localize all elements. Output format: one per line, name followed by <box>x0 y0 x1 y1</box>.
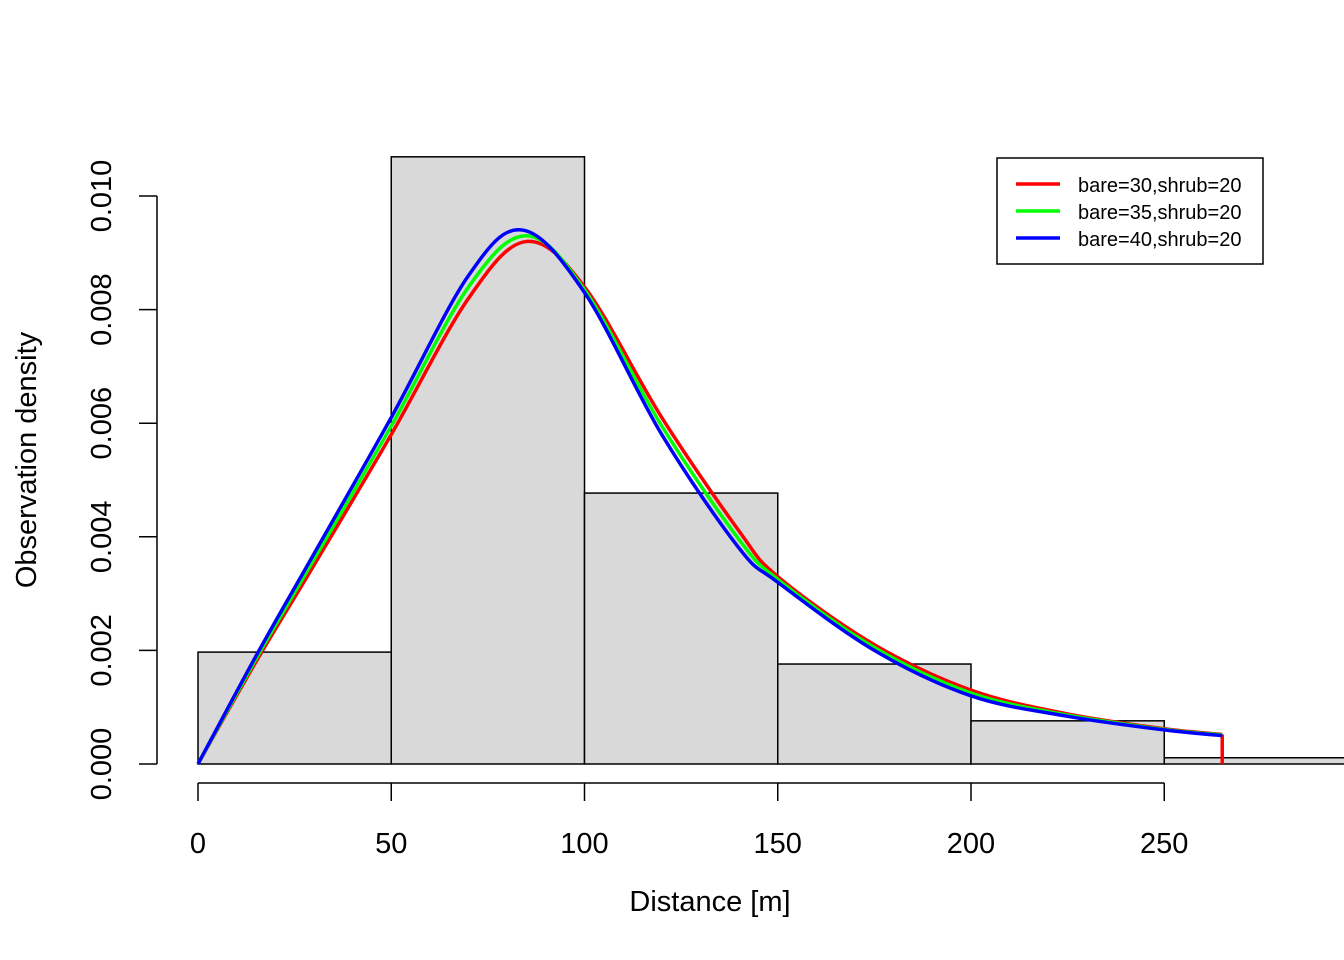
x-tick-label: 200 <box>947 828 995 860</box>
y-tick-label: 0.010 <box>86 160 118 233</box>
x-tick-label: 250 <box>1140 828 1188 860</box>
y-tick-label: 0.006 <box>86 387 118 460</box>
x-tick-label: 100 <box>560 828 608 860</box>
legend-label: bare=40,shrub=20 <box>1078 229 1241 251</box>
histogram-bar <box>583 492 779 765</box>
legend-box <box>996 157 1264 265</box>
density-lines <box>196 228 1224 765</box>
density-line-3 <box>196 228 1223 765</box>
histogram-bar <box>970 720 1165 765</box>
histogram-bar <box>1163 757 1344 765</box>
x-tick-label: 50 <box>375 828 407 860</box>
legend: bare=30,shrub=20 bare=35,shrub=20 bare=40,… <box>996 157 1264 265</box>
x-axis-label: Distance [m] <box>629 886 790 918</box>
legend-label: bare=30,shrub=20 <box>1078 175 1241 197</box>
y-tick-label: 0.008 <box>86 273 118 346</box>
y-tick-label: 0.000 <box>86 728 118 801</box>
x-tick-label: 150 <box>754 828 802 860</box>
histogram-bars <box>197 156 1344 765</box>
y-axis-label: Observation density <box>11 331 43 588</box>
x-tick-label: 0 <box>190 828 206 860</box>
histogram-bar <box>390 156 586 765</box>
y-tick-label: 0.004 <box>86 501 118 574</box>
y-axis: 0.000 0.002 0.004 0.006 0.008 0.010 <box>86 160 158 801</box>
density-line-2 <box>196 234 1223 765</box>
y-tick-label: 0.002 <box>86 614 118 687</box>
legend-label: bare=35,shrub=20 <box>1078 202 1241 224</box>
x-axis: 0 50 100 150 200 250 <box>190 782 1188 860</box>
density-line-1 <box>196 239 1223 765</box>
